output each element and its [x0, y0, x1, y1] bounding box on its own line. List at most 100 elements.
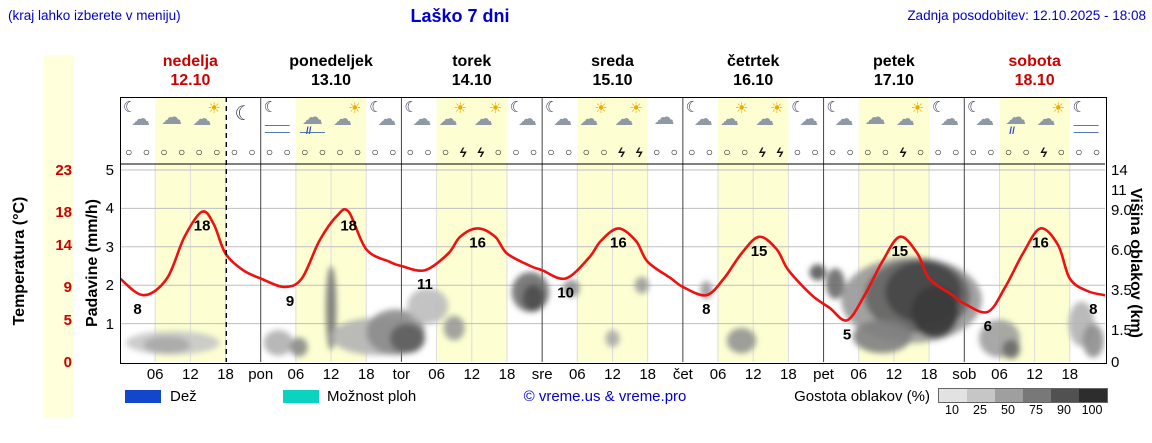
cloud-blob: [911, 286, 959, 338]
circle-marker-icon: ○: [652, 145, 661, 159]
x-tick-06: 06: [991, 366, 1008, 383]
x-tick-06: 06: [709, 366, 727, 383]
cloud-blob: [605, 330, 620, 348]
circle-marker-icon: ○: [811, 145, 819, 159]
circle-marker-icon: ○: [248, 145, 256, 159]
cloud-blob: [143, 336, 191, 354]
day-header-sreda: sreda 15.10: [542, 52, 683, 90]
icon-glyph: ☁: [975, 109, 995, 130]
day-header-nedelja: nedelja 12.10: [120, 52, 261, 90]
icon-glyph: ☾: [404, 99, 418, 116]
circle-marker-icon: ○: [441, 145, 450, 159]
mooncloud-icon: ☾ ☁: [120, 99, 155, 141]
temperature-value-label: 15: [751, 243, 768, 260]
storm-icon: ϟ: [459, 145, 467, 160]
icon-glyph: ———: [264, 120, 290, 130]
icon-glyph: ☾: [685, 99, 700, 116]
icon-glyph: ☁: [864, 106, 886, 129]
x-tick-18: 18: [780, 366, 797, 383]
x-tick-18: 18: [217, 366, 234, 383]
x-tick-18: 18: [1061, 366, 1079, 383]
circle-marker-icon: ○: [301, 145, 309, 159]
day-date: 12.10: [170, 72, 211, 89]
storm-icon: ϟ: [1040, 145, 1048, 160]
density-gradient-segment: [939, 389, 967, 402]
day-name: torek: [452, 53, 492, 70]
icon-glyph: ☁: [192, 109, 212, 130]
suncloud-icon: ☀ ☁: [612, 99, 647, 141]
x-tick-12: 12: [1026, 366, 1043, 383]
x-tick-06: 06: [428, 366, 445, 383]
cloud-blob: [407, 288, 449, 324]
day-header-četrtek: četrtek 16.10: [683, 52, 824, 90]
weather-icons-row: ☾ ☁ ☁ ☀ ☁ ☾ ☾ ——— ——— ☁//——— ☀ ☁ ☾ ☁ ☾ ☁ ☀ ☁ ☀ ☁ ☾ ☁ ☾ ☁ ☀ ☁ ☀ ☁ ☁ ☾ ☁…: [120, 99, 1105, 141]
storm-icon: ϟ: [899, 145, 907, 160]
mooncloud-icon: ☾ ☁: [823, 99, 858, 141]
mooncloud-icon: ☾ ☁: [366, 99, 401, 141]
circle-marker-icon: ○: [565, 145, 573, 159]
circle-marker-icon: ○: [177, 145, 186, 159]
mooncloud-icon: ☾ ☁: [788, 99, 823, 141]
x-tick-18: 18: [357, 366, 375, 383]
icon-glyph: ☾: [931, 99, 946, 116]
icon-glyph: ☾: [123, 99, 137, 116]
circle-marker-icon: ○: [793, 145, 801, 159]
circle-marker-icon: ○: [881, 145, 889, 159]
x-tick-06: 06: [287, 366, 305, 383]
icon-glyph: ☁: [653, 106, 675, 129]
mooncloud-icon: ☾ ☁: [507, 99, 542, 141]
mooncloud-icon: ☾ ☁: [542, 99, 577, 141]
storm-icon: ϟ: [617, 145, 625, 160]
precip-axis-label: Padavine (mm/h): [84, 198, 101, 328]
icon-glyph: ☾: [545, 99, 559, 116]
icon-glyph: ☁: [693, 109, 713, 130]
density-gradient-segment: [967, 389, 995, 402]
cloud-tick-6.0: 6.0: [1111, 242, 1132, 259]
icon-glyph: ☀: [594, 100, 608, 117]
icon-glyph: ☁: [895, 109, 915, 130]
circle-marker-icon: ○: [600, 145, 608, 159]
day-name: petek: [873, 53, 915, 70]
x-tick-sob: sob: [952, 366, 977, 383]
precip-markers-row: ○ ○ ○ ○ ○ ○ ○ ○ ○ ○ ○ ○ ○ ○ ○ ○ ○ ○ ○ ϟ ϟ ○ ○ ○ ○ ○ ○ ○ ϟ ϟ ○ ○ ○ ○ ○ ○ ϟ ϟ ○ ○…: [120, 145, 1105, 161]
cloud-height-axis-label: Višina oblakov (km): [1127, 188, 1144, 338]
icon-glyph: ☁: [799, 109, 819, 130]
icon-glyph: ☁: [438, 109, 458, 130]
cloud-tick-9.0: 9.0: [1111, 202, 1132, 219]
icon-glyph: ☀: [770, 100, 784, 117]
icon-glyph: ☀: [629, 100, 643, 117]
cloud-blob: [825, 268, 845, 299]
cloud-density-scale: [938, 388, 1108, 403]
rain-legend-label: Dež: [170, 388, 197, 405]
temperature-value-label: 8: [702, 301, 710, 318]
suncloud-icon: ☀ ☁: [753, 99, 788, 141]
circle-marker-icon: ○: [1022, 145, 1030, 159]
temperature-value-label: 11: [417, 276, 433, 293]
storm-icon: ϟ: [635, 145, 643, 160]
icon-glyph: ☁: [553, 109, 573, 130]
day-date: 14.10: [451, 72, 492, 89]
icon-glyph: ———: [299, 127, 325, 137]
icon-glyph: ☁: [517, 109, 537, 130]
icon-glyph: ☁: [1005, 106, 1027, 129]
icon-glyph: ☁: [614, 109, 634, 130]
cloud-blob: [809, 264, 826, 281]
density-tick-90: 90: [1057, 403, 1071, 417]
precip-tick-4: 4: [105, 200, 114, 218]
showers-legend-label: Možnost ploh: [327, 388, 417, 405]
density-tick-10: 10: [945, 403, 959, 417]
cloud-cover-layer: [125, 257, 1104, 359]
icon-glyph: ☾: [234, 103, 253, 125]
icon-glyph: ☁: [755, 109, 775, 130]
icon-glyph: ☀: [910, 100, 925, 117]
copyright-link[interactable]: © vreme.us & vreme.pro: [523, 388, 687, 405]
temperature-value-label: 18: [194, 218, 211, 235]
day-header-torek: torek 14.10: [401, 52, 542, 90]
menu-hint: (kraj lahko izberete v meniju): [8, 8, 181, 23]
day-header-ponedeljek: ponedeljek 13.10: [261, 52, 402, 90]
suncloud-icon: ☀ ☁: [894, 99, 929, 141]
mooncloud-icon: ☾ ☁: [964, 99, 999, 141]
icon-glyph: ☾: [263, 99, 278, 116]
circle-marker-icon: ○: [230, 145, 238, 159]
precip-tick-1: 1: [105, 315, 114, 333]
